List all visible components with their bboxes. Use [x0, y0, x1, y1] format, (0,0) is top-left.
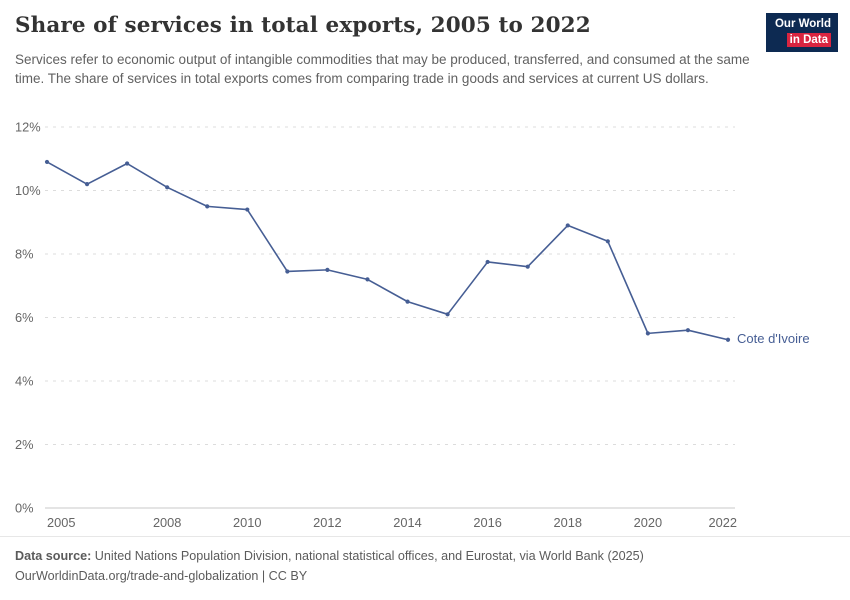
data-point[interactable]: [84, 182, 90, 187]
y-axis-label: 6%: [15, 310, 34, 325]
data-source-label: Data source:: [15, 549, 92, 563]
data-point[interactable]: [44, 159, 50, 165]
x-axis-label: 2005: [47, 515, 75, 530]
data-point[interactable]: [205, 204, 210, 209]
y-axis-label: 2%: [15, 437, 34, 452]
owid-logo-line2: in Data: [786, 32, 831, 48]
chart-title: Share of services in total exports, 2005…: [15, 13, 591, 38]
data-source-text: United Nations Population Division, nati…: [91, 549, 644, 563]
data-point[interactable]: [485, 259, 490, 265]
data-point[interactable]: [605, 239, 610, 244]
footer-link[interactable]: OurWorldinData.org/trade-and-globalizati…: [15, 569, 308, 584]
y-axis-label: 10%: [15, 183, 41, 198]
data-point[interactable]: [405, 299, 410, 304]
data-point[interactable]: [325, 267, 330, 272]
x-axis-label: 2016: [473, 515, 501, 530]
x-axis-label: 2022: [709, 515, 737, 530]
data-point[interactable]: [685, 328, 691, 333]
data-point[interactable]: [285, 269, 290, 274]
x-axis-label: 2014: [393, 515, 421, 530]
x-axis-label: 2012: [313, 515, 341, 530]
data-point[interactable]: [445, 312, 450, 317]
owid-logo[interactable]: Our World in Data: [765, 13, 838, 53]
y-axis-label: 0%: [15, 501, 34, 516]
y-axis-label: 12%: [15, 120, 41, 135]
data-point[interactable]: [365, 277, 370, 282]
x-axis-label: 2020: [634, 515, 662, 530]
data-point[interactable]: [165, 185, 170, 190]
data-point[interactable]: [725, 337, 731, 342]
x-axis-label: 2010: [233, 515, 261, 530]
data-point[interactable]: [565, 223, 570, 228]
series-label[interactable]: Cote d'Ivoire: [737, 330, 810, 346]
x-axis-label: 2018: [554, 515, 582, 530]
data-point[interactable]: [245, 207, 250, 212]
x-axis-label: 2008: [153, 515, 181, 530]
data-point[interactable]: [125, 161, 130, 166]
data-point[interactable]: [645, 331, 650, 336]
data-point[interactable]: [525, 264, 530, 269]
chart-footer: Data source: United Nations Population D…: [0, 536, 850, 586]
y-axis-label: 8%: [15, 247, 34, 262]
chart-subtitle: Services refer to economic output of int…: [15, 52, 750, 87]
owid-logo-line1: Our World: [774, 18, 831, 30]
line-series: [46, 161, 729, 341]
data-source-line: Data source: United Nations Population D…: [15, 546, 835, 566]
y-axis-label: 4%: [15, 374, 34, 389]
